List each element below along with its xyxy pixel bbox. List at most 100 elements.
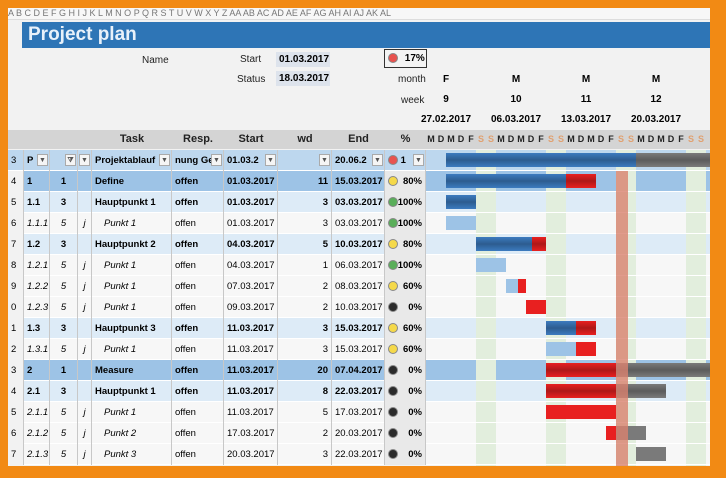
table-row[interactable]: 2 1.3.1 5 j Punkt 1 offen 11.03.2017 3 1… [8,339,710,360]
dropdown-icon[interactable]: ▼ [159,154,170,166]
dropdown-icon[interactable]: ▼ [413,154,424,166]
task-start[interactable]: 11.03.2017 [224,381,278,402]
task-resp[interactable]: offen [172,255,224,276]
task-start[interactable]: 11.03.2017 [224,360,278,381]
gantt-bar-done[interactable] [446,195,476,209]
task-resp[interactable]: offen [172,171,224,192]
dropdown-icon[interactable]: ▼ [211,154,222,166]
task-name[interactable]: Punkt 3 [92,444,172,465]
gantt-bar-done[interactable] [446,216,476,230]
task-wd[interactable]: 3 [278,192,332,213]
task-name[interactable]: Punkt 1 [92,402,172,423]
filter-active-icon[interactable]: ⧩ [65,154,76,166]
gantt-bar-overdue[interactable] [566,174,596,188]
dropdown-icon[interactable]: ▼ [372,154,383,166]
dropdown-icon[interactable]: ▼ [265,154,276,166]
task-name[interactable]: Punkt 1 [92,213,172,234]
table-row[interactable]: 4 2.1 3 Hauptpunkt 1 offen 11.03.2017 8 … [8,381,710,402]
task-name[interactable]: Measure [92,360,172,381]
task-wd[interactable]: 20 [278,360,332,381]
task-name[interactable]: Define [92,171,172,192]
gantt-bar-planned[interactable] [616,363,710,377]
task-resp[interactable]: offen [172,297,224,318]
table-row[interactable]: 7 2.1.3 5 j Punkt 3 offen 20.03.2017 3 2… [8,444,710,465]
task-start[interactable]: 01.03.2017 [224,213,278,234]
table-row[interactable]: 9 1.2.2 5 j Punkt 1 offen 07.03.2017 2 0… [8,276,710,297]
gantt-bar-done[interactable] [476,237,532,251]
gantt-bar-done[interactable] [446,153,637,167]
filter-level[interactable]: ⧩ [50,150,78,171]
dropdown-icon[interactable]: ▼ [37,154,48,166]
task-name[interactable]: Hauptpunkt 1 [92,381,172,402]
gantt-bar-overdue[interactable] [606,426,616,440]
gantt-bar-overdue[interactable] [526,300,546,314]
gantt-bar-overdue[interactable] [576,342,596,356]
start-value[interactable]: 01.03.2017 [276,52,330,67]
table-row[interactable]: 5 2.1.1 5 j Punkt 1 offen 11.03.2017 5 1… [8,402,710,423]
table-row[interactable]: 6 1.1.1 5 j Punkt 1 offen 01.03.2017 3 0… [8,213,710,234]
task-resp[interactable]: offen [172,276,224,297]
task-start[interactable]: 01.03.2017 [224,171,278,192]
gantt-bar-done[interactable] [546,321,576,335]
task-wd[interactable]: 3 [278,339,332,360]
task-resp[interactable]: offen [172,213,224,234]
task-wd[interactable]: 2 [278,297,332,318]
task-wd[interactable]: 11 [278,171,332,192]
task-wd[interactable]: 2 [278,423,332,444]
table-row[interactable]: 1 1.3 3 Hauptpunkt 3 offen 11.03.2017 3 … [8,318,710,339]
task-resp[interactable]: offen [172,318,224,339]
filter-wd[interactable]: ▼ [278,150,332,171]
table-row[interactable]: 3 2 1 Measure offen 11.03.2017 20 07.04.… [8,360,710,381]
task-start[interactable]: 04.03.2017 [224,255,278,276]
filter-task[interactable]: Projektablauf ▼ [92,150,172,171]
task-wd[interactable]: 5 [278,234,332,255]
filter-end[interactable]: 20.06.2 ▼ [332,150,385,171]
task-name[interactable]: Punkt 1 [92,297,172,318]
gantt-bar-planned[interactable] [636,153,710,167]
task-name[interactable]: Punkt 1 [92,339,172,360]
task-wd[interactable]: 2 [278,276,332,297]
task-wd[interactable]: 3 [278,213,332,234]
gantt-bar-overdue[interactable] [546,384,616,398]
gantt-bar-overdue[interactable] [546,363,616,377]
task-name[interactable]: Punkt 1 [92,255,172,276]
status-date-value[interactable]: 18.03.2017 [276,71,330,86]
task-name[interactable]: Hauptpunkt 1 [92,192,172,213]
task-resp[interactable]: offen [172,234,224,255]
gantt-bar-planned[interactable] [636,447,666,461]
dropdown-icon[interactable]: ▼ [319,154,330,166]
task-start[interactable]: 11.03.2017 [224,318,278,339]
filter-id[interactable]: P ▼ [24,150,50,171]
task-name[interactable]: Punkt 1 [92,276,172,297]
task-start[interactable]: 11.03.2017 [224,339,278,360]
task-wd[interactable]: 5 [278,402,332,423]
table-row[interactable]: 5 1.1 3 Hauptpunkt 1 offen 01.03.2017 3 … [8,192,710,213]
task-name[interactable]: Punkt 2 [92,423,172,444]
task-start[interactable]: 17.03.2017 [224,423,278,444]
filter-j[interactable]: ▼ [78,150,92,171]
gantt-bar-overdue[interactable] [532,237,546,251]
filter-pct[interactable]: 1 ▼ [385,150,426,171]
filter-resp[interactable]: nung Ge ▼ [172,150,224,171]
task-resp[interactable]: offen [172,423,224,444]
task-resp[interactable]: offen [172,192,224,213]
gantt-bar-done[interactable] [476,258,506,272]
task-start[interactable]: 07.03.2017 [224,276,278,297]
task-wd[interactable]: 8 [278,381,332,402]
task-resp[interactable]: offen [172,444,224,465]
task-start[interactable]: 20.03.2017 [224,444,278,465]
task-resp[interactable]: offen [172,381,224,402]
gantt-bar-planned[interactable] [616,384,666,398]
task-name[interactable]: Hauptpunkt 3 [92,318,172,339]
gantt-bar-done[interactable] [506,279,518,293]
table-row[interactable]: 8 1.2.1 5 j Punkt 1 offen 04.03.2017 1 0… [8,255,710,276]
gantt-bar-overdue[interactable] [546,405,616,419]
gantt-bar-overdue[interactable] [518,279,526,293]
table-row[interactable]: 6 2.1.2 5 j Punkt 2 offen 17.03.2017 2 2… [8,423,710,444]
task-resp[interactable]: offen [172,360,224,381]
task-wd[interactable]: 3 [278,444,332,465]
task-start[interactable]: 09.03.2017 [224,297,278,318]
task-start[interactable]: 04.03.2017 [224,234,278,255]
task-wd[interactable]: 1 [278,255,332,276]
gantt-bar-done[interactable] [446,174,566,188]
